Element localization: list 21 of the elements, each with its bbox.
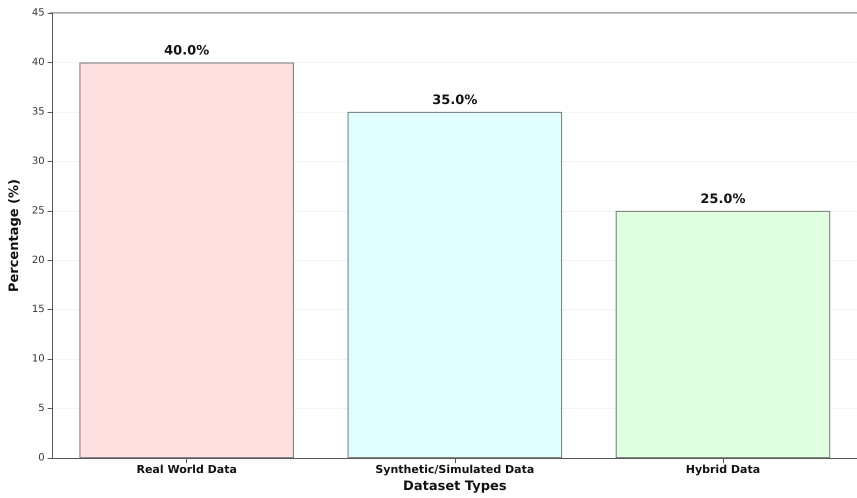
x-tick-label: Synthetic/Simulated Data: [375, 463, 534, 476]
y-tick-label: 20: [32, 254, 45, 266]
x-axis-title: Dataset Types: [403, 479, 507, 494]
y-tick-label: 0: [38, 452, 45, 464]
data-label: 35.0%: [432, 92, 478, 108]
y-tick-label: 25: [32, 205, 45, 216]
y-tick-label: 30: [32, 156, 45, 167]
y-axis-title: Percentage (%): [7, 179, 22, 292]
data-label: 40.0%: [164, 43, 210, 58]
y-tick-label: 5: [38, 403, 45, 414]
x-tick-label: Real World Data: [136, 463, 237, 476]
data-label: 25.0%: [700, 192, 746, 207]
y-tick-label: 10: [32, 354, 45, 365]
bar: [616, 210, 830, 458]
y-tick-label: 40: [32, 56, 45, 68]
y-tick-label: 15: [32, 304, 45, 316]
x-tick-label: Hybrid Data: [686, 463, 760, 476]
y-tick-label: 45: [32, 8, 45, 18]
bar: [79, 62, 294, 458]
y-tick-label: 35: [32, 106, 45, 118]
bar: [348, 112, 562, 458]
